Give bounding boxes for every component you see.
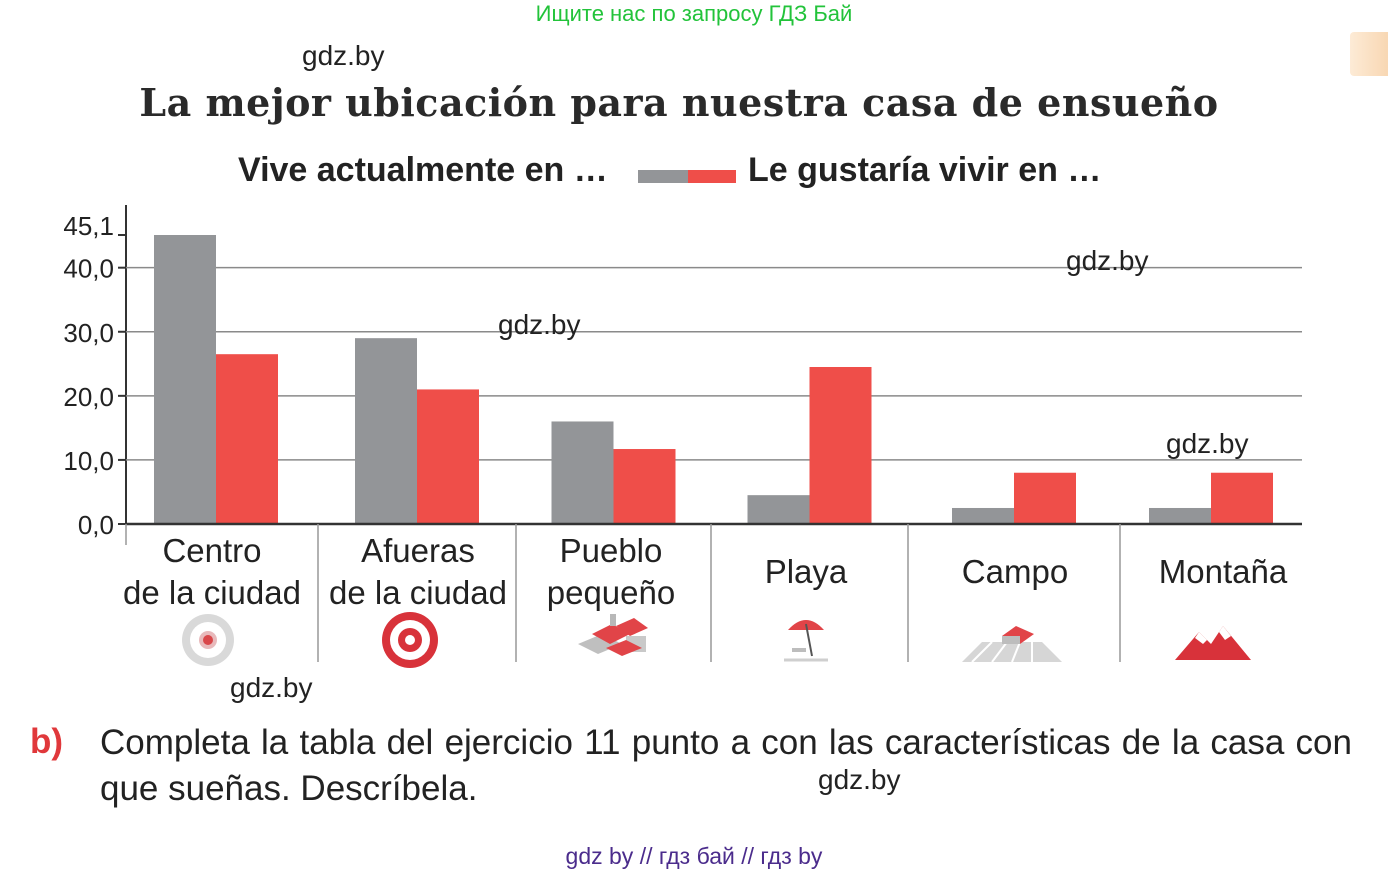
bar-current-6 — [1149, 507, 1211, 524]
watermark: gdz.by — [1166, 428, 1249, 459]
exercise-letter: b) — [30, 722, 64, 761]
legend-swatch-desired — [688, 170, 736, 183]
legend-label-desired: Le gustaría vivir en … — [748, 151, 1102, 189]
bar-desired-2 — [417, 389, 479, 524]
category-label-1: Centro de la ciudad — [112, 530, 312, 614]
bar-desired-3 — [613, 449, 676, 524]
watermark: gdz.by — [818, 764, 901, 795]
category-label-5: Campo — [915, 551, 1115, 593]
bar-current-3 — [551, 421, 614, 524]
category-label-line: Centro — [162, 532, 262, 569]
category-label-line: de la ciudad — [123, 574, 301, 611]
watermark: gdz.by — [302, 40, 385, 71]
bar-current-4 — [747, 495, 810, 524]
town-houses-icon — [578, 614, 648, 656]
bar-desired-6 — [1211, 472, 1273, 524]
bar-current-2 — [355, 338, 417, 524]
y-tick-label: 0,0 — [78, 510, 114, 540]
y-tick-label: 30,0 — [63, 318, 114, 348]
exercise-text: Completa la tabla del ejercicio 11 punto… — [100, 723, 1352, 808]
search-banner[interactable]: Ищите нас по запросу ГДЗ Бай — [535, 1, 853, 26]
target-light-icon — [182, 614, 234, 666]
y-tick-label: 45,1 — [63, 211, 114, 241]
footer-links[interactable]: gdz by // гдз бай // гдз by — [565, 843, 823, 869]
side-tab[interactable] — [1350, 32, 1388, 76]
category-label-line: pequeño — [546, 574, 676, 611]
bar-desired-1 — [216, 354, 278, 524]
category-label-2: Afueras de la ciudad — [318, 530, 518, 614]
legend-label-current: Vive actualmente en … — [238, 151, 608, 189]
category-label-line: Pueblo — [559, 532, 663, 569]
category-label-line: de la ciudad — [329, 574, 507, 611]
target-red-icon — [382, 612, 438, 668]
countryside-farm-icon — [962, 626, 1062, 663]
watermark: gdz.by — [1066, 245, 1149, 276]
bar-desired-5 — [1014, 472, 1076, 524]
mountain-icon — [1175, 626, 1251, 660]
y-tick-label: 20,0 — [63, 382, 114, 412]
y-tick-label: 10,0 — [63, 446, 114, 476]
chart-title: La mejor ubicación para nuestra casa de … — [139, 80, 1219, 125]
legend-swatch-current — [638, 170, 688, 183]
y-tick-label: 40,0 — [63, 254, 114, 284]
category-label-6: Montaña — [1123, 551, 1323, 593]
beach-umbrella-icon — [784, 620, 828, 662]
watermark: gdz.by — [230, 672, 313, 703]
category-label-line: Campo — [961, 553, 1069, 590]
category-label-3: Pueblo pequeño — [511, 530, 711, 614]
category-label-line: Playa — [764, 553, 848, 590]
category-label-line: Montaña — [1158, 553, 1288, 590]
category-label-4: Playa — [706, 551, 906, 593]
bar-desired-4 — [809, 367, 872, 524]
watermark: gdz.by — [498, 309, 581, 340]
bar-current-1 — [154, 235, 216, 524]
bar-current-5 — [952, 507, 1014, 524]
category-label-line: Afueras — [361, 532, 475, 569]
